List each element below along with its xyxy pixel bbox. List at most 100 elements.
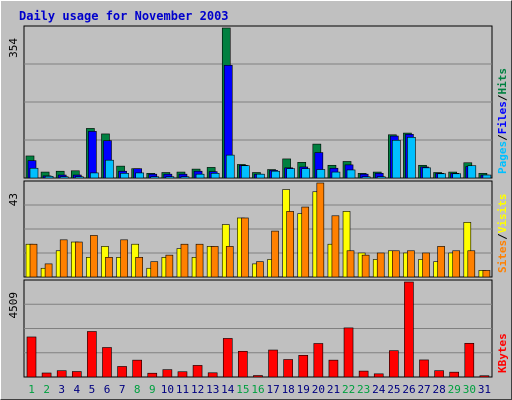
bar-pages-day-17 <box>271 170 280 179</box>
bar-pages-day-1 <box>29 167 39 179</box>
bar-kbytes-day-26 <box>404 281 414 378</box>
legend-2: Sites/Visits <box>496 194 509 274</box>
bar-pages-day-2 <box>44 176 54 179</box>
legend-entry-pages: Pages <box>496 141 509 174</box>
bar-kbytes-day-30 <box>464 342 475 378</box>
x-tick-label-day-21: 21 <box>327 383 340 396</box>
x-tick-label-day-13: 13 <box>206 383 219 396</box>
bar-kbytes-day-3 <box>56 370 67 378</box>
bar-pages-day-27 <box>422 167 431 179</box>
x-tick-label-day-5: 5 <box>89 383 96 396</box>
bar-kbytes-day-8 <box>132 359 142 378</box>
legend-separator: / <box>496 94 509 101</box>
x-tick-label-day-8: 8 <box>134 383 141 396</box>
bar-kbytes-day-17 <box>268 349 278 378</box>
bar-sites-day-14 <box>225 246 234 278</box>
y-axis-max-label: 43 <box>7 193 20 206</box>
legend-entry-visits: Visits <box>496 194 509 234</box>
x-tick-label-day-19: 19 <box>297 383 310 396</box>
bar-pages-day-25 <box>392 139 401 179</box>
x-tick-label-day-29: 29 <box>448 383 461 396</box>
chart-title: Daily usage for November 2003 <box>19 9 229 23</box>
x-tick-label-day-16: 16 <box>251 383 264 396</box>
bar-pages-day-4 <box>74 176 84 179</box>
bar-kbytes-day-20 <box>313 343 324 378</box>
bar-files-day-5 <box>88 131 97 179</box>
bar-kbytes-day-16 <box>253 375 263 378</box>
bar-kbytes-day-19 <box>298 354 309 378</box>
bar-sites-day-16 <box>256 261 264 278</box>
bar-sites-day-2 <box>44 263 53 278</box>
legend-entry-kbytes: KBytes <box>496 333 509 373</box>
x-tick-label-day-20: 20 <box>312 383 325 396</box>
bar-pages-day-21 <box>331 171 341 179</box>
bar-visits-day-30 <box>463 222 472 278</box>
bar-sites-day-28 <box>437 246 445 278</box>
bar-sites-day-7 <box>120 239 128 278</box>
x-tick-label-day-6: 6 <box>104 383 111 396</box>
bar-visits-day-22 <box>342 211 351 278</box>
bar-sites-day-29 <box>452 250 461 278</box>
x-tick-label-day-26: 26 <box>402 383 415 396</box>
legend-entry-hits: Hits <box>496 68 509 95</box>
bar-pages-day-28 <box>437 173 446 179</box>
bar-kbytes-day-21 <box>328 359 339 378</box>
bar-kbytes-day-23 <box>358 370 369 378</box>
bar-sites-day-31 <box>482 270 491 278</box>
bar-pages-day-15 <box>241 165 250 179</box>
bar-sites-day-24 <box>376 252 385 278</box>
bar-kbytes-day-28 <box>434 370 444 378</box>
bar-sites-day-6 <box>105 257 113 278</box>
x-tick-label-day-9: 9 <box>149 383 156 396</box>
x-tick-label-day-12: 12 <box>191 383 204 396</box>
x-tick-label-day-25: 25 <box>387 383 400 396</box>
bar-pages-day-23 <box>361 176 371 179</box>
bar-sites-day-17 <box>271 230 279 278</box>
bar-sites-day-5 <box>90 235 98 278</box>
bar-sites-day-26 <box>407 250 415 278</box>
x-tick-label-day-30: 30 <box>463 383 476 396</box>
x-tick-label-day-31: 31 <box>478 383 491 396</box>
x-tick-label-day-2: 2 <box>43 383 50 396</box>
x-tick-label-day-28: 28 <box>433 383 446 396</box>
bar-sites-day-8 <box>135 257 143 278</box>
bar-kbytes-day-11 <box>177 371 188 378</box>
bar-pages-day-12 <box>195 173 205 179</box>
bar-sites-day-11 <box>180 243 189 278</box>
bar-pages-day-31 <box>482 174 492 179</box>
legend-1: Pages/Files/Hits <box>496 68 509 174</box>
x-tick-label-day-11: 11 <box>176 383 189 396</box>
bar-kbytes-day-15 <box>238 350 248 378</box>
legend-separator: / <box>496 233 509 240</box>
legend-entry-sites: Sites <box>496 240 509 273</box>
y-axis-max-label: 354 <box>7 38 20 58</box>
bar-sites-day-9 <box>150 261 159 278</box>
x-tick-label-day-17: 17 <box>266 383 279 396</box>
bar-kbytes-day-14 <box>222 338 233 378</box>
bar-sites-day-21 <box>331 215 340 278</box>
bar-sites-day-25 <box>392 250 400 278</box>
bar-kbytes-day-24 <box>373 373 384 378</box>
bar-sites-day-1 <box>29 243 38 278</box>
bar-pages-day-3 <box>59 176 69 179</box>
bar-sites-day-3 <box>59 239 68 278</box>
bar-kbytes-day-10 <box>162 369 173 378</box>
bar-kbytes-day-6 <box>102 347 112 378</box>
bar-sites-day-10 <box>165 254 174 278</box>
bar-kbytes-day-4 <box>71 371 82 378</box>
x-tick-label-day-1: 1 <box>28 383 35 396</box>
bar-sites-day-13 <box>210 246 219 278</box>
bar-pages-day-8 <box>135 172 144 179</box>
bar-kbytes-day-2 <box>41 372 52 378</box>
x-tick-label-day-4: 4 <box>74 383 81 396</box>
x-tick-label-day-10: 10 <box>161 383 174 396</box>
x-tick-label-day-3: 3 <box>58 383 65 396</box>
legend-3: KBytes <box>496 333 509 373</box>
bar-pages-day-19 <box>301 168 311 179</box>
bar-pages-day-10 <box>165 176 175 179</box>
bar-sites-day-23 <box>361 254 370 278</box>
bar-pages-day-18 <box>286 168 295 179</box>
y-axis-max-label: 4509 <box>7 292 20 319</box>
